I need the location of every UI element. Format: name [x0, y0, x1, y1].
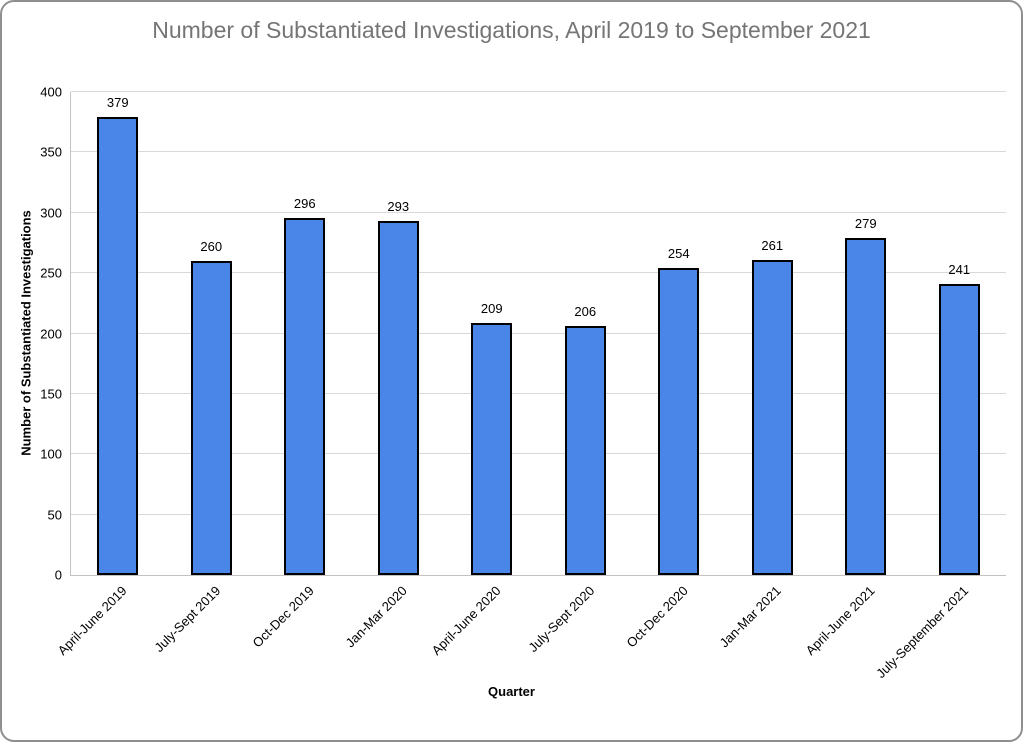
bar: [377, 221, 419, 575]
bar: [658, 268, 700, 575]
bar: [471, 322, 513, 575]
x-tick-label: April-June 2020: [428, 583, 504, 658]
x-axis-ticks: April-June 2019 July-Sept 2019 Oct-Dec 201…: [54, 583, 1005, 691]
x-tick-label: Jan-Mar 2020: [342, 583, 410, 651]
bar: [845, 238, 887, 575]
y-tick-label: 300: [40, 205, 62, 221]
x-tick-label: Oct-Dec 2020: [623, 583, 691, 651]
bar: [938, 284, 980, 575]
gridline: [71, 513, 1006, 515]
bar-value-label: 296: [293, 195, 316, 211]
y-tick-label: 250: [40, 265, 62, 281]
y-tick-label: 50: [47, 507, 62, 523]
bar-value-label: 254: [667, 246, 690, 262]
x-tick-label: Oct-Dec 2019: [249, 583, 317, 651]
gridline: [71, 211, 1006, 213]
x-tick-label: July-Sept 2020: [524, 583, 597, 655]
y-axis-ticks: 0 50 100 150 200 250 300 350 400: [2, 85, 62, 583]
bar-value-label: 206: [574, 304, 597, 320]
gridline: [71, 392, 1006, 394]
gridline: [71, 453, 1006, 455]
bar: [284, 217, 326, 575]
bar-value-label: 279: [854, 216, 877, 232]
bar: [97, 117, 139, 575]
bar: [190, 261, 232, 575]
y-tick-label: 150: [40, 386, 62, 402]
gridline: [71, 272, 1006, 274]
bar-value-label: 261: [761, 237, 784, 253]
y-tick-label: 0: [54, 567, 62, 583]
x-tick-label: April-June 2021: [802, 583, 878, 658]
bar-value-label: 260: [200, 239, 223, 255]
gridline: [71, 91, 1006, 92]
bar-value-label: 293: [387, 199, 410, 215]
y-tick-label: 100: [40, 446, 62, 462]
x-tick-label: July-September 2021: [872, 583, 971, 681]
y-tick-label: 200: [40, 326, 62, 341]
gridline: [71, 332, 1006, 334]
gridline: [71, 151, 1006, 153]
bar: [751, 259, 793, 575]
y-tick-label: 350: [40, 144, 62, 160]
x-tick-label: July-Sept 2019: [150, 583, 223, 655]
bar-value-label: 209: [480, 300, 503, 316]
bar-value-label: 241: [948, 262, 971, 277]
x-tick-label: April-June 2019: [54, 583, 130, 658]
x-tick-label: Jan-Mar 2021: [716, 583, 784, 651]
x-axis-title: Quarter: [488, 684, 535, 699]
plot-area: 379 260 296 293 209 206 254 261 279 241: [70, 91, 1006, 576]
y-tick-label: 400: [40, 84, 62, 100]
bar: [564, 326, 606, 575]
bar-value-label: 379: [106, 95, 129, 111]
chart-title: Number of Substantiated Investigations, …: [152, 17, 871, 43]
